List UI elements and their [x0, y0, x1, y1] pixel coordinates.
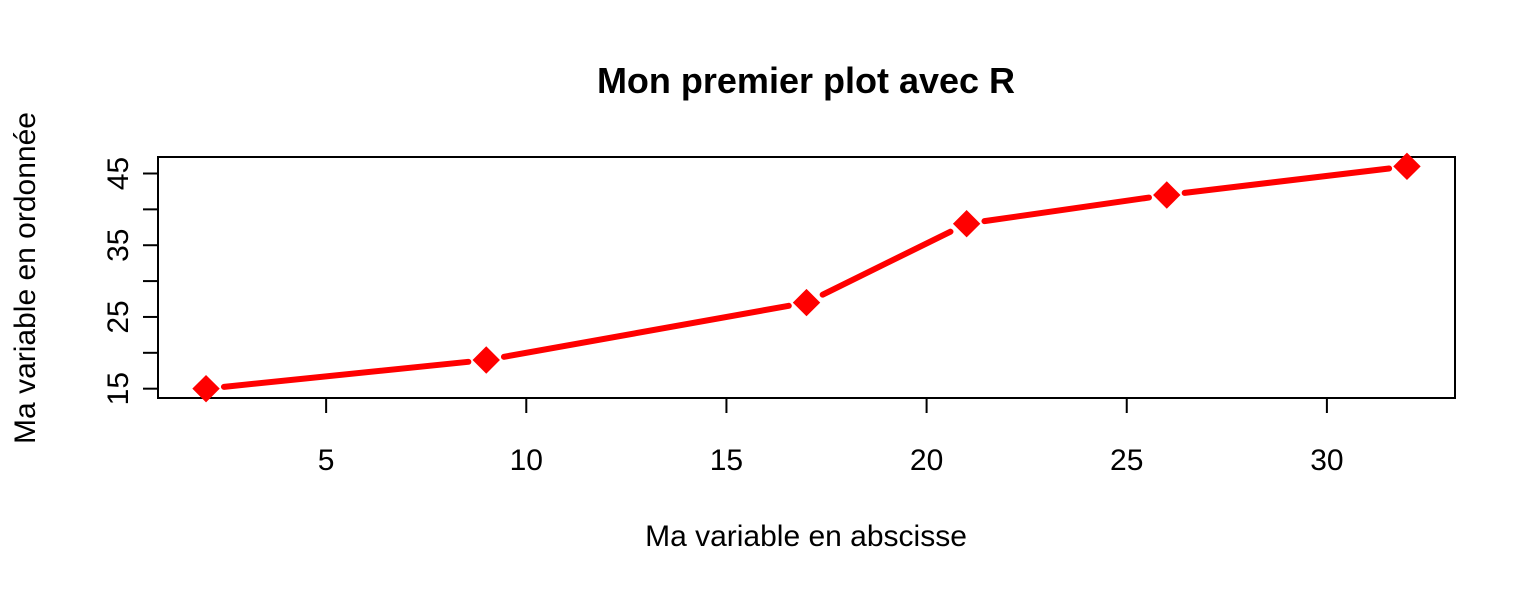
x-tick-label: 10: [510, 444, 543, 477]
y-tick-label: 25: [102, 300, 135, 333]
plot-frame: [157, 156, 1456, 399]
y-axis: 15 25 35 45: [102, 157, 158, 405]
series-line-segment: [220, 358, 472, 390]
x-tick-label: 15: [710, 444, 743, 477]
series-line-segment: [500, 302, 792, 360]
x-axis-label: Ma variable en abscisse: [645, 520, 967, 553]
x-tick-label: 20: [910, 444, 943, 477]
series-line-segment: [981, 194, 1152, 225]
x-tick-label: 30: [1310, 444, 1343, 477]
y-tick-label: 15: [102, 372, 135, 405]
x-tick-label: 25: [1110, 444, 1143, 477]
series-layer: [192, 152, 1421, 403]
series-line-segment: [819, 228, 954, 298]
x-axis: 5 10 15 20 25 30: [318, 398, 1344, 477]
series-line-segment: [1181, 165, 1393, 196]
data-point-marker: [1153, 181, 1181, 209]
chart-title: Mon premier plot avec R: [597, 60, 1015, 101]
x-tick-label: 5: [318, 444, 335, 477]
y-tick-label: 35: [102, 229, 135, 262]
data-point-marker: [792, 288, 821, 317]
data-point-marker: [472, 346, 500, 374]
data-point-marker: [952, 209, 981, 238]
y-tick-label: 45: [102, 157, 135, 190]
y-axis-label: Ma variable en ordonnée: [9, 112, 42, 444]
data-point-marker: [1393, 152, 1421, 181]
data-point-marker: [192, 374, 220, 403]
